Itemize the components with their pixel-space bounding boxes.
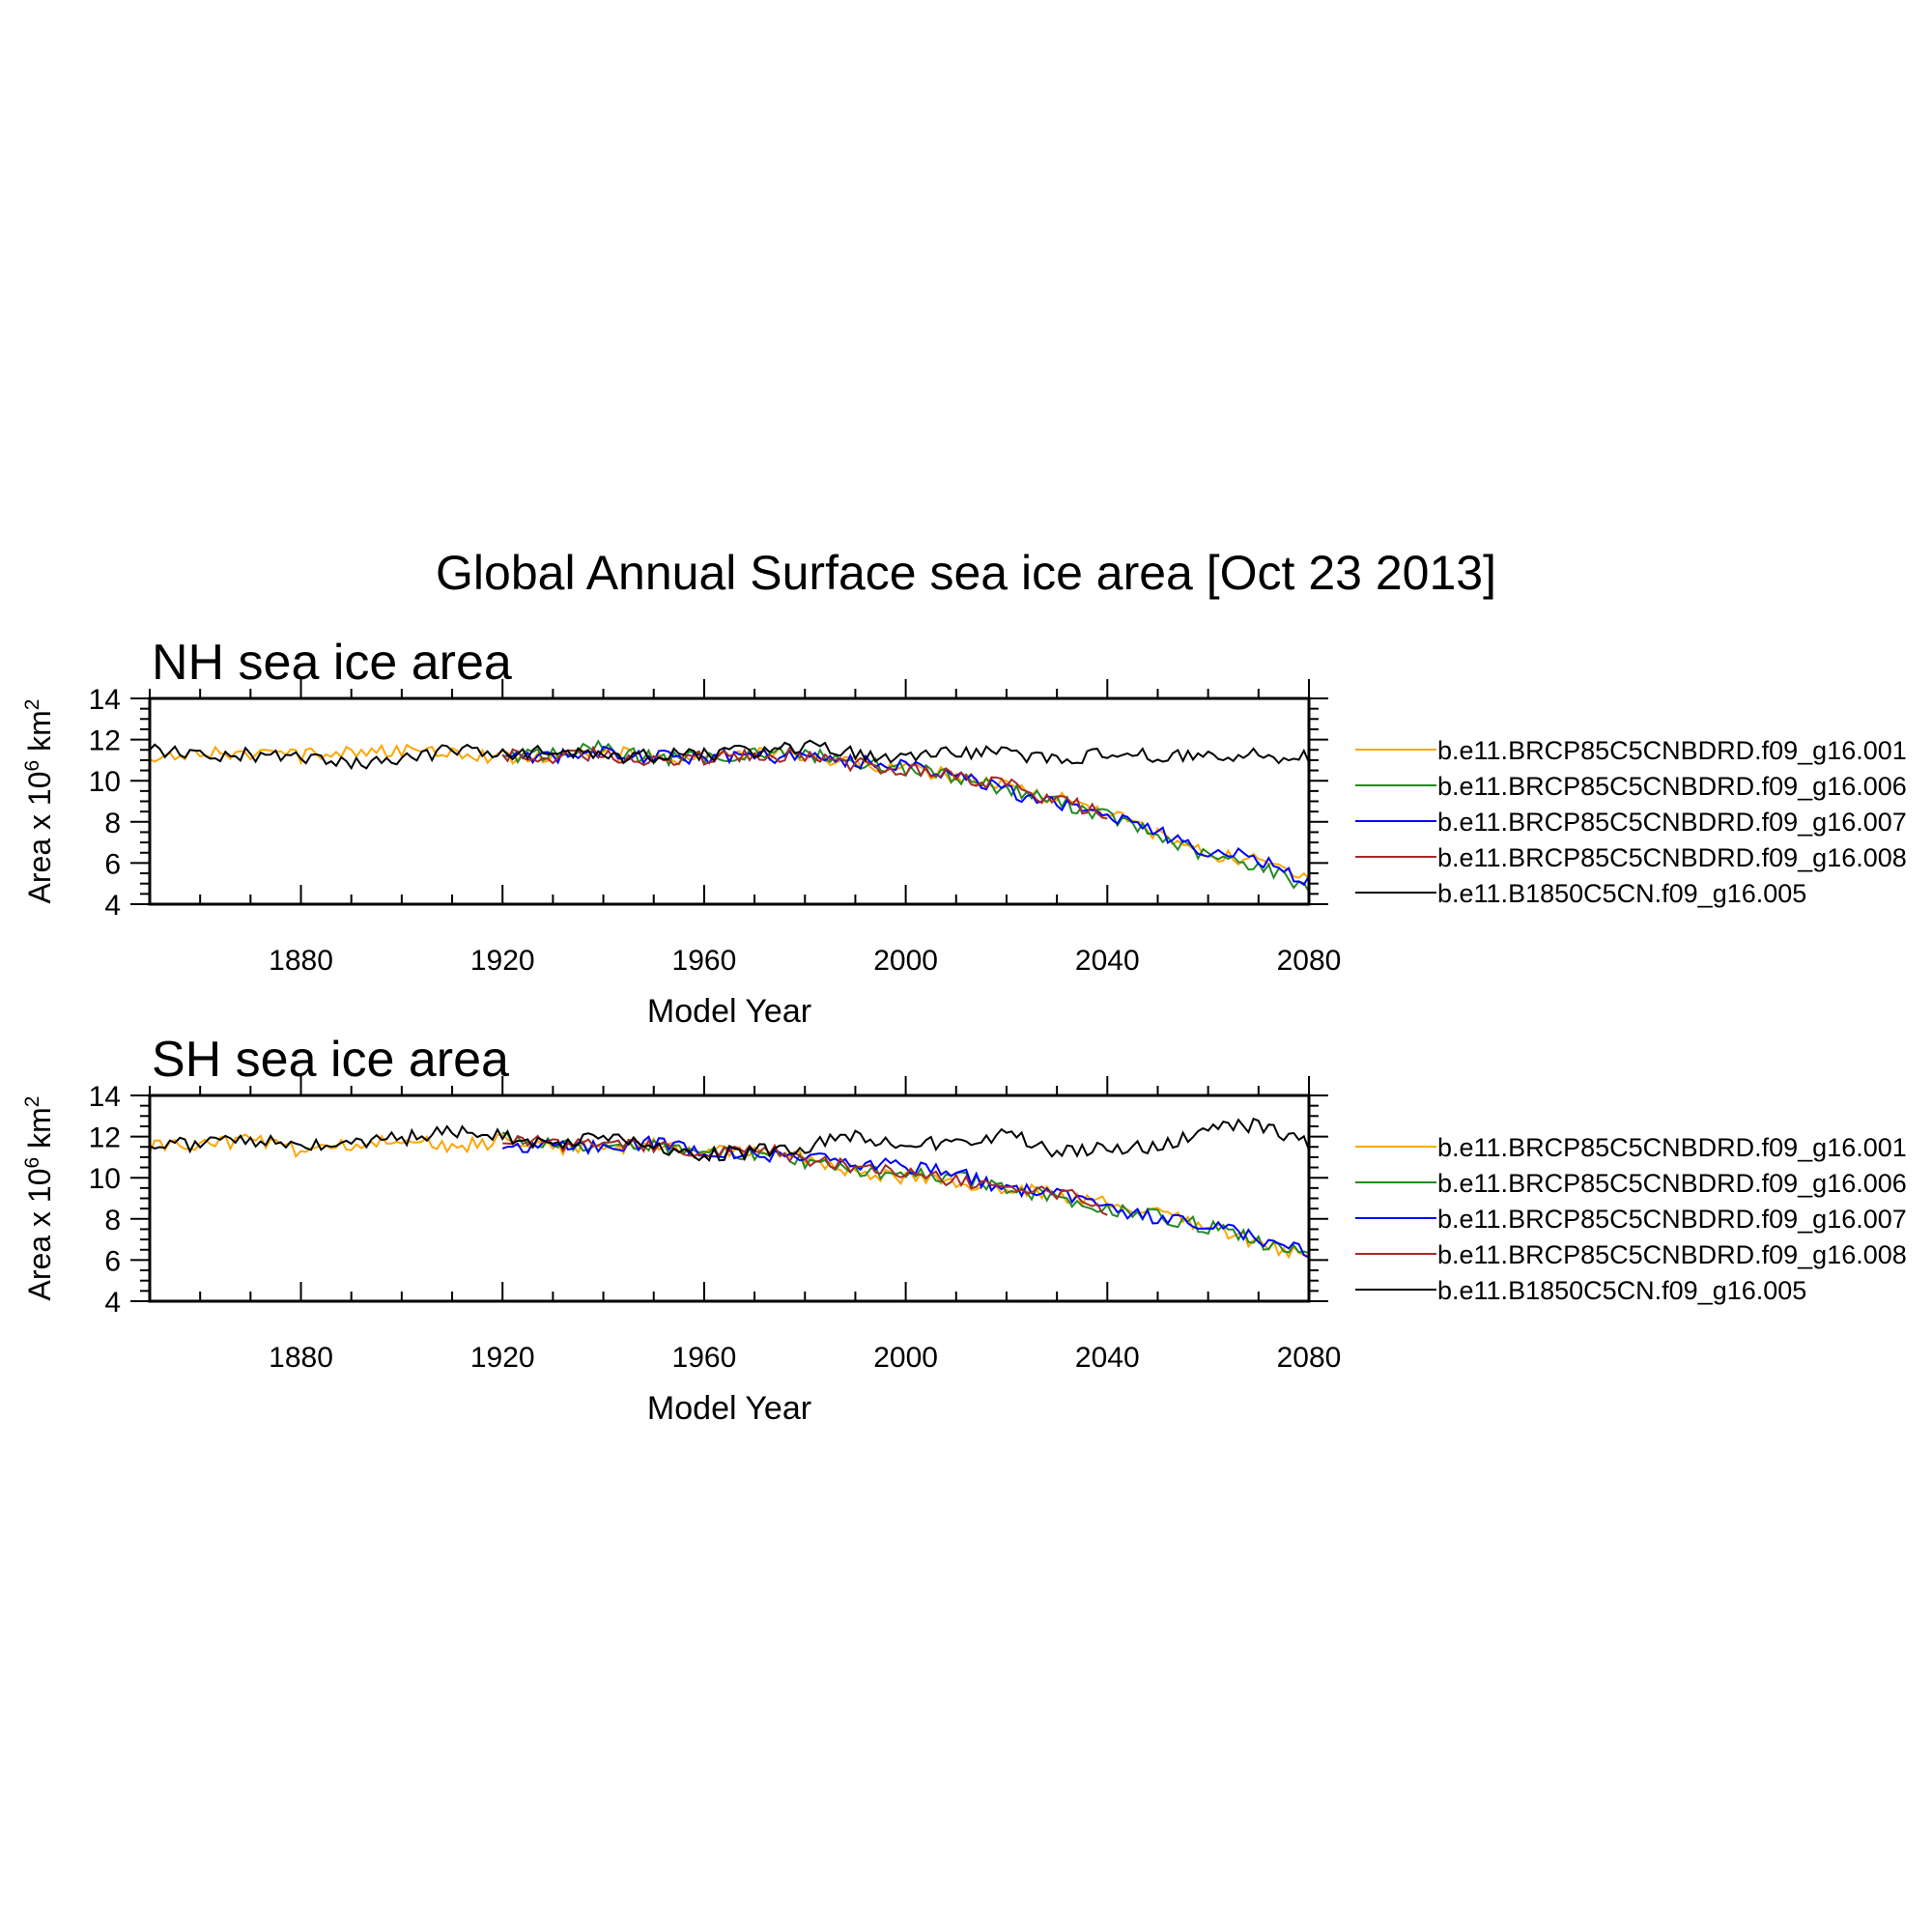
- y-tick-label: 12: [89, 725, 121, 757]
- x-tick-label: 2040: [1075, 945, 1140, 977]
- series-group: [150, 739, 1309, 893]
- page-title: Global Annual Surface sea ice area [Oct …: [436, 546, 1496, 600]
- legend-label: b.e11.BRCP85C5CNBDRD.f09_g16.006: [1437, 772, 1907, 801]
- legend-label: b.e11.B1850C5CN.f09_g16.005: [1437, 879, 1806, 908]
- legend-label: b.e11.BRCP85C5CNBDRD.f09_g16.001: [1437, 1133, 1907, 1162]
- legend-label: b.e11.BRCP85C5CNBDRD.f09_g16.007: [1437, 808, 1907, 837]
- x-tick-label: 2080: [1277, 945, 1342, 977]
- legend: b.e11.BRCP85C5CNBDRD.f09_g16.001 b.e11.BR…: [1355, 1133, 1907, 1305]
- x-tick-label: 1960: [672, 945, 737, 977]
- y-tick-label: 10: [89, 1163, 121, 1195]
- series-line-1: [150, 1133, 1309, 1260]
- plot-frame: [148, 696, 1311, 906]
- panel-title: NH sea ice area: [152, 635, 512, 691]
- y-tick-label: 14: [89, 684, 121, 716]
- y-tick-label: 14: [89, 1081, 121, 1113]
- panel-title: SH sea ice area: [152, 1032, 509, 1088]
- legend-label: b.e11.BRCP85C5CNBDRD.f09_g16.001: [1437, 736, 1907, 765]
- series-line-5: [150, 1117, 1309, 1162]
- chart-panel-1: NH sea ice area 1880 1920 1960 2000 2040 2080 4…: [21, 635, 1907, 1030]
- x-tick-label: 1920: [470, 1342, 535, 1374]
- legend-label: b.e11.BRCP85C5CNBDRD.f09_g16.007: [1437, 1205, 1907, 1234]
- series-group: [150, 1117, 1309, 1260]
- x-tick-label: 2000: [873, 1342, 938, 1374]
- x-tick-label: 2040: [1075, 1342, 1140, 1374]
- y-tick-label: 6: [104, 1245, 121, 1277]
- x-axis-label: Model Year: [647, 1390, 811, 1427]
- x-tick-label: 1880: [269, 945, 333, 977]
- x-tick-label: 1920: [470, 945, 535, 977]
- y-axis-label: Area x 106 km2: [21, 1096, 57, 1301]
- legend-label: b.e11.BRCP85C5CNBDRD.f09_g16.008: [1437, 843, 1907, 872]
- y-tick-label: 8: [104, 1205, 121, 1236]
- series-line-4: [502, 1134, 1108, 1216]
- y-tick-label: 10: [89, 766, 121, 798]
- x-axis-label: Model Year: [647, 993, 811, 1030]
- x-tick-label: 1960: [672, 1342, 737, 1374]
- y-axis-label: Area x 106 km2: [21, 699, 57, 904]
- y-tick-label: 4: [104, 1287, 121, 1319]
- series-line-3: [501, 1135, 1309, 1259]
- series-line-4: [501, 745, 1108, 820]
- x-tick-label: 2000: [873, 945, 938, 977]
- chart-panel-2: SH sea ice area 1880 1920 1960 2000 2040 2080 4…: [21, 1032, 1907, 1427]
- y-tick-label: 8: [104, 808, 121, 839]
- legend-label: b.e11.B1850C5CN.f09_g16.005: [1437, 1276, 1806, 1305]
- series-line-1: [150, 743, 1309, 880]
- y-tick-label: 12: [89, 1122, 121, 1154]
- y-tick-label: 4: [104, 890, 121, 922]
- series-line-5: [150, 739, 1309, 771]
- legend-label: b.e11.BRCP85C5CNBDRD.f09_g16.006: [1437, 1169, 1907, 1198]
- y-tick-label: 6: [104, 848, 121, 880]
- series-line-2: [501, 1131, 1309, 1255]
- plot-frame: [148, 1094, 1311, 1303]
- x-tick-label: 2080: [1277, 1342, 1342, 1374]
- x-tick-label: 1880: [269, 1342, 333, 1374]
- series-line-3: [501, 745, 1309, 887]
- legend-label: b.e11.BRCP85C5CNBDRD.f09_g16.008: [1437, 1240, 1907, 1269]
- legend: b.e11.BRCP85C5CNBDRD.f09_g16.001 b.e11.BR…: [1355, 736, 1907, 908]
